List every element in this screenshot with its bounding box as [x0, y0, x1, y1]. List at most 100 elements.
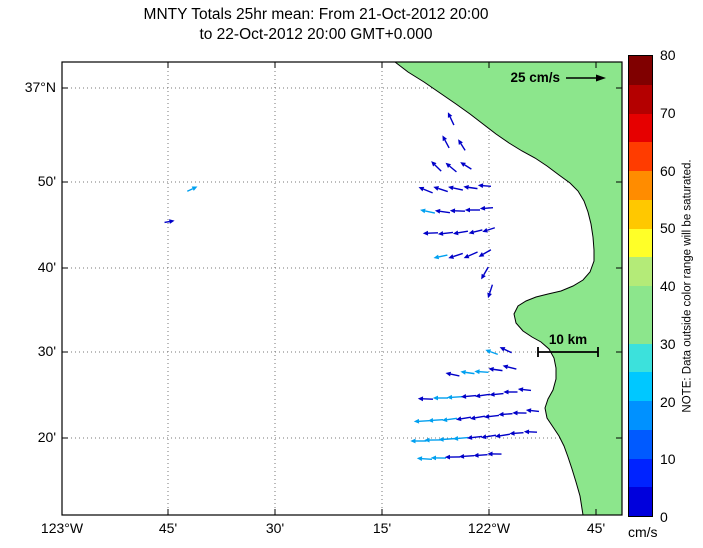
- colorbar-tick-label: 30: [660, 335, 676, 352]
- current-vector: [523, 429, 538, 435]
- current-vector: [447, 112, 455, 126]
- colorbar-tick-label: 50: [660, 220, 676, 237]
- current-vector: [477, 183, 492, 189]
- current-vector: [463, 251, 478, 259]
- current-vector: [468, 229, 483, 235]
- current-vector: [460, 162, 472, 170]
- colorbar-tick-label: 40: [660, 278, 676, 294]
- current-vector: [512, 410, 527, 416]
- current-vector: [449, 208, 466, 214]
- current-vector: [466, 435, 483, 440]
- current-vector: [434, 208, 451, 214]
- current-vector: [427, 417, 444, 423]
- colorbar-segment: [629, 487, 652, 516]
- current-vector: [458, 453, 475, 459]
- current-vector: [455, 416, 472, 422]
- current-vector: [164, 219, 175, 224]
- reference-vector-label: 25 cm/s: [510, 70, 560, 85]
- current-vector: [460, 369, 475, 375]
- current-vector: [485, 349, 498, 356]
- x-tick-label: 45': [586, 520, 606, 536]
- current-vector: [473, 452, 488, 458]
- current-vector: [502, 364, 517, 370]
- current-vector: [488, 366, 503, 372]
- x-tick-label: 30': [265, 520, 285, 536]
- current-vector: [418, 186, 433, 194]
- current-vector: [444, 454, 461, 460]
- current-vector: [452, 436, 469, 441]
- colorbar-tick-label: 0: [660, 509, 668, 525]
- current-vector: [479, 205, 494, 211]
- colorbar-tick-label: 20: [660, 393, 676, 410]
- current-vector: [448, 252, 463, 259]
- current-vector: [437, 231, 454, 236]
- colorbar-segment: [629, 458, 652, 488]
- colorbar-segment: [629, 257, 652, 286]
- colorbar-segment: [629, 314, 652, 344]
- current-vector: [416, 456, 433, 462]
- y-tick-label: 40': [37, 259, 56, 275]
- colorbar-segment: [629, 401, 652, 430]
- x-tick-label: 122°W: [467, 520, 511, 536]
- current-vector: [482, 227, 496, 233]
- current-vector: [446, 394, 463, 400]
- current-vector: [430, 455, 447, 461]
- current-vector: [481, 266, 489, 280]
- current-vector: [458, 139, 466, 151]
- current-vector: [494, 433, 511, 439]
- x-tick-label: 123°W: [40, 520, 84, 536]
- y-tick-label: 50': [37, 173, 56, 189]
- plot-border: [61, 61, 623, 516]
- colorbar-segment: [629, 56, 652, 85]
- colorbar-units-label: cm/s: [628, 524, 658, 540]
- plot-title: MNTY Totals 25hr mean: From 21-Oct-2012 …: [0, 5, 632, 45]
- colorbar-segment: [629, 228, 652, 258]
- colorbar-segment: [629, 142, 652, 171]
- current-vector: [424, 437, 441, 443]
- colorbar-tick-label: 60: [660, 162, 676, 179]
- title-line-1: MNTY Totals 25hr mean: From 21-Oct-2012 …: [143, 6, 489, 23]
- current-vector: [469, 415, 486, 421]
- title-line-2: to 22-Oct-2012 20:00 GMT+0.000: [199, 26, 433, 43]
- current-vector: [474, 393, 491, 399]
- current-vector: [487, 284, 494, 299]
- colorbar-segment: [629, 199, 652, 229]
- colorbar-segment: [629, 113, 652, 143]
- colorbar-segment: [629, 343, 652, 373]
- current-vector: [463, 184, 478, 190]
- current-vector: [445, 162, 457, 173]
- current-vector: [445, 371, 460, 377]
- colorbar-segment: [629, 286, 652, 315]
- x-tick-label: 15': [372, 520, 392, 536]
- reference-vector-arrow: [566, 74, 606, 82]
- current-vector: [420, 208, 436, 214]
- current-vectors: [164, 112, 540, 462]
- current-vector: [441, 417, 458, 423]
- current-vector: [433, 186, 448, 193]
- current-vector: [509, 430, 524, 436]
- current-vector: [498, 411, 513, 417]
- colorbar-tick-label: 70: [660, 104, 676, 121]
- colorbar-segment: [629, 84, 652, 114]
- current-vector: [460, 394, 477, 399]
- current-vector: [517, 387, 532, 392]
- current-vector: [422, 230, 439, 236]
- current-vector: [410, 438, 427, 444]
- current-vector: [448, 185, 464, 191]
- current-vector: [483, 414, 500, 419]
- current-vector: [186, 186, 198, 192]
- current-vector: [487, 451, 502, 457]
- colorbar-segment: [629, 429, 652, 459]
- axis-ticks: [61, 62, 622, 515]
- colorbar-segment: [629, 171, 652, 200]
- scale-bar-label: 10 km: [548, 332, 588, 347]
- current-vector: [480, 434, 497, 440]
- colorbar-tick-label: 10: [660, 451, 676, 468]
- scale-bar: [537, 347, 599, 357]
- current-vector: [478, 249, 492, 257]
- current-vector: [433, 254, 448, 260]
- current-vector: [489, 392, 504, 397]
- land-mass: [393, 61, 623, 516]
- current-vector: [499, 347, 512, 354]
- current-vector: [442, 135, 450, 149]
